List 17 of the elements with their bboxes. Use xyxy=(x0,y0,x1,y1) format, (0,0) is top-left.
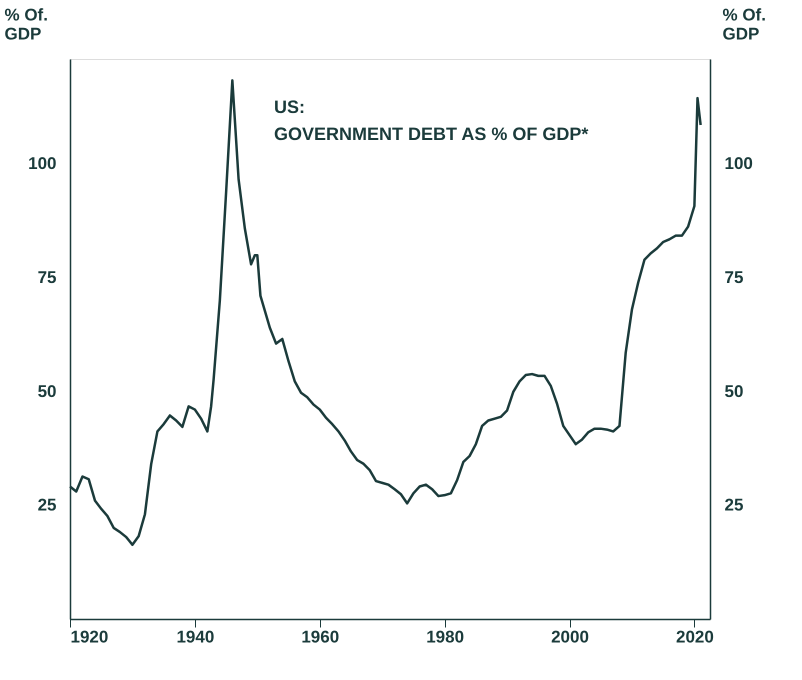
x-tick-label: 2020 xyxy=(676,628,714,646)
y-tick-label: 25 xyxy=(38,496,56,515)
y-tick-label: 100 xyxy=(28,154,56,174)
y2-tick-label: 25 xyxy=(724,496,744,515)
y-tick-label: 75 xyxy=(38,268,56,288)
y2-tick-label: 75 xyxy=(724,268,744,288)
x-tick-label: 1980 xyxy=(426,628,464,646)
y-tick-label: 50 xyxy=(38,382,56,401)
text: US: GOVERNMENT DEBT AS % OF GDP* xyxy=(274,97,588,144)
x-tick-label: 1920 xyxy=(70,628,108,646)
x-tick-label: 1960 xyxy=(301,628,340,646)
y2-tick-label: 100 xyxy=(724,154,753,174)
y2-tick-label: 50 xyxy=(724,382,744,401)
x-tick-label: 2000 xyxy=(551,628,589,646)
y-axis-title: % Of. GDP xyxy=(4,6,48,44)
x-tick-label: 1940 xyxy=(176,628,214,646)
y2-axis-title: % Of. GDP xyxy=(722,6,766,44)
